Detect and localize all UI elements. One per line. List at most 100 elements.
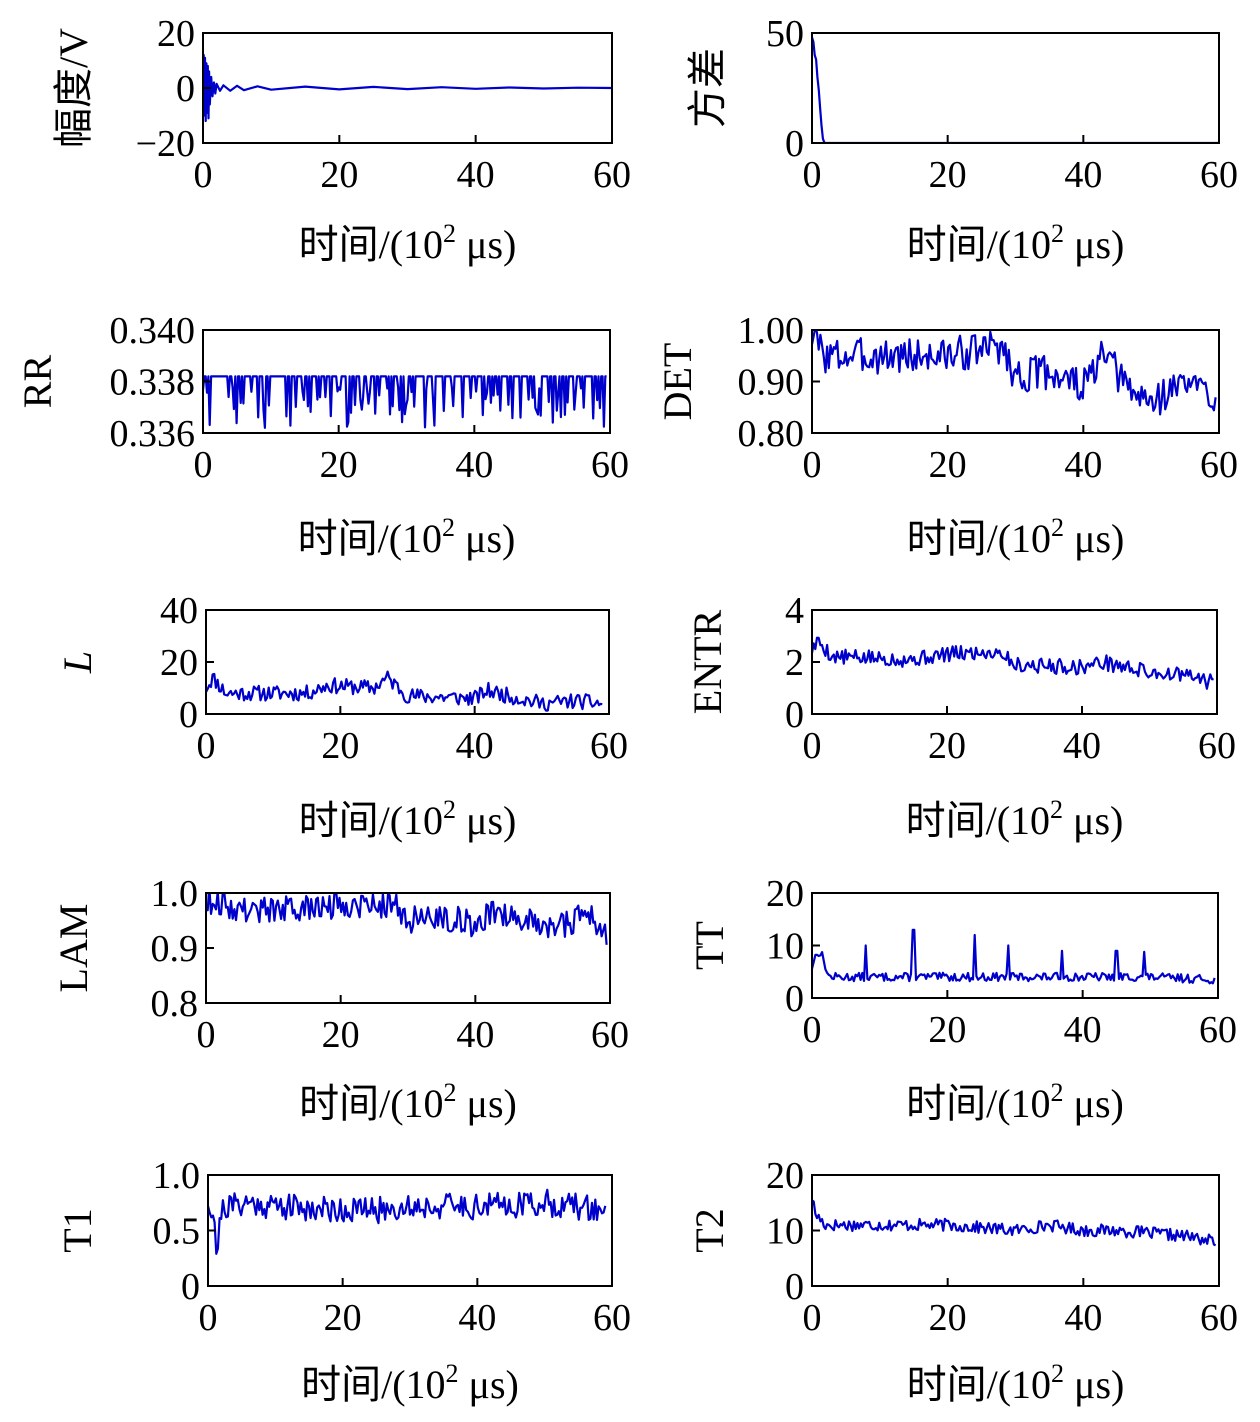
y-tick-label-RR-0: 0.336: [110, 413, 196, 455]
series-line-L: [206, 670, 603, 712]
x-axis-title-ENTR: 时间/(102 μs): [906, 795, 1124, 843]
y-tick-label-amplitude-1: 0: [176, 68, 195, 110]
x-axis-title-T1: 时间/(102 μs): [301, 1359, 519, 1407]
x-tick-label-ENTR-1: 20: [928, 725, 966, 767]
x-tick-label-T1-2: 40: [458, 1297, 496, 1339]
x-axis-title-LAM: 时间/(102 μs): [299, 1078, 517, 1126]
y-tick-label-L-0: 0: [179, 694, 198, 736]
y-tick-label-LAM-1: 0.9: [151, 928, 199, 970]
plot-frame-DET: [811, 329, 1220, 434]
x-tick-label-amplitude-2: 40: [457, 154, 495, 196]
x-tick-label-LAM-3: 60: [591, 1014, 629, 1056]
plot-frame-T1: [207, 1174, 613, 1287]
y-tick-label-L-1: 20: [160, 642, 198, 684]
plot-frame-ENTR: [811, 609, 1218, 715]
x-tick-label-ENTR-3: 60: [1198, 725, 1236, 767]
x-tick-label-DET-1: 20: [929, 444, 967, 486]
series-line-LAM: [206, 893, 608, 945]
x-axis-title-variance: 时间/(102 μs): [907, 219, 1125, 267]
x-tick-label-T1-3: 60: [593, 1297, 631, 1339]
series-line-DET: [812, 330, 1217, 416]
panel-T1: 0 20 40 60 0 0.5 1.0 T1 时间/(102 μs): [55, 1155, 631, 1407]
x-tick-label-TT-2: 40: [1064, 1009, 1102, 1051]
x-tick-label-LAM-1: 20: [322, 1014, 360, 1056]
x-tick-label-RR-0: 0: [194, 444, 213, 486]
y-tick-label-variance-1: 50: [766, 13, 804, 55]
y-tick-label-LAM-2: 1.0: [151, 873, 199, 915]
x-tick-label-T2-0: 0: [803, 1297, 822, 1339]
x-tick-label-amplitude-3: 60: [593, 154, 631, 196]
y-axis-title-T1: T1: [55, 1208, 100, 1252]
y-tick-label-T2-0: 0: [785, 1266, 804, 1308]
x-axis-title-DET: 时间/(102 μs): [907, 513, 1125, 561]
x-tick-label-DET-2: 40: [1064, 444, 1102, 486]
y-tick-label-T1-1: 0.5: [153, 1211, 201, 1253]
x-axis-title-T2: 时间/(102 μs): [907, 1359, 1125, 1407]
x-tick-label-T1-1: 20: [324, 1297, 362, 1339]
x-axis-title-RR: 时间/(102 μs): [298, 513, 516, 561]
x-tick-label-DET-0: 0: [803, 444, 822, 486]
x-tick-label-amplitude-0: 0: [194, 154, 213, 196]
y-axis-title-amplitude: 幅度/V: [51, 28, 96, 148]
panel-DET: 0 20 40 60 0.80 0.90 1.00 DET 时间/(102 μs): [655, 310, 1238, 561]
y-axis-title-TT: TT: [687, 921, 732, 970]
panel-LAM: 0 20 40 60 0.8 0.9 1.0 LAM 时间/(102 μs): [51, 873, 629, 1126]
y-tick-label-RR-2: 0.340: [110, 310, 196, 352]
y-tick-label-TT-1: 10: [766, 926, 804, 968]
y-axis-title-DET: DET: [655, 343, 700, 421]
plot-frame-TT: [811, 892, 1219, 999]
series-line-RR: [203, 375, 607, 429]
plot-frame-variance: [811, 32, 1220, 144]
x-tick-label-T1-0: 0: [199, 1297, 218, 1339]
x-tick-label-DET-3: 60: [1200, 444, 1238, 486]
x-tick-label-variance-2: 40: [1064, 154, 1102, 196]
x-tick-label-LAM-0: 0: [197, 1014, 216, 1056]
y-tick-label-TT-2: 20: [766, 873, 804, 915]
series-line-T2: [812, 1199, 1217, 1247]
x-tick-label-TT-3: 60: [1199, 1009, 1237, 1051]
panel-RR: 0 20 40 60 0.336 0.338 0.340 RR 时间/(102 μs): [15, 310, 629, 561]
panel-T2: 0 20 40 60 0 10 20 T2 时间/(102 μs): [687, 1155, 1238, 1407]
y-axis-title-L: L: [55, 651, 100, 674]
series-line-amplitude: [203, 53, 612, 123]
y-tick-label-L-2: 40: [160, 590, 198, 632]
y-axis-title-T2: T2: [687, 1208, 732, 1252]
y-axis-title-ENTR: ENTR: [685, 609, 730, 714]
x-tick-label-variance-1: 20: [929, 154, 967, 196]
y-tick-label-DET-1: 0.90: [738, 362, 805, 404]
x-axis-title-TT: 时间/(102 μs): [906, 1078, 1124, 1126]
y-axis-title-LAM: LAM: [51, 904, 96, 993]
x-tick-label-variance-0: 0: [803, 154, 822, 196]
y-tick-label-variance-0: 0: [785, 123, 804, 165]
panel-ENTR: 0 20 40 60 0 2 4 ENTR 时间/(102 μs): [685, 590, 1236, 843]
x-tick-label-TT-1: 20: [928, 1009, 966, 1051]
y-tick-label-T1-2: 1.0: [153, 1155, 201, 1197]
x-tick-label-RR-1: 20: [320, 444, 358, 486]
x-tick-label-amplitude-1: 20: [320, 154, 358, 196]
x-tick-label-LAM-2: 40: [456, 1014, 494, 1056]
series-line-T1: [208, 1188, 607, 1255]
x-tick-label-L-1: 20: [321, 725, 359, 767]
x-axis-title-amplitude: 时间/(102 μs): [299, 219, 517, 267]
y-tick-label-T1-0: 0: [181, 1266, 200, 1308]
y-tick-label-LAM-0: 0.8: [151, 983, 199, 1025]
x-tick-label-RR-2: 40: [455, 444, 493, 486]
y-tick-label-TT-0: 0: [785, 978, 804, 1020]
series-line-ENTR: [812, 636, 1214, 690]
y-tick-label-ENTR-1: 2: [785, 642, 804, 684]
x-tick-label-TT-0: 0: [803, 1009, 822, 1051]
x-tick-label-ENTR-0: 0: [803, 725, 822, 767]
y-tick-label-T2-1: 10: [766, 1211, 804, 1253]
x-tick-label-T2-1: 20: [929, 1297, 967, 1339]
panel-L: 0 20 40 60 0 20 40 L 时间/(102 μs): [55, 590, 628, 843]
x-tick-label-L-2: 40: [456, 725, 494, 767]
x-tick-label-L-0: 0: [197, 725, 216, 767]
y-tick-label-ENTR-0: 0: [785, 694, 804, 736]
x-tick-label-T2-3: 60: [1200, 1297, 1238, 1339]
x-tick-label-RR-3: 60: [591, 444, 629, 486]
x-tick-label-T2-2: 40: [1064, 1297, 1102, 1339]
y-tick-label-RR-1: 0.338: [110, 362, 196, 404]
y-tick-label-amplitude-0: −20: [136, 123, 195, 165]
